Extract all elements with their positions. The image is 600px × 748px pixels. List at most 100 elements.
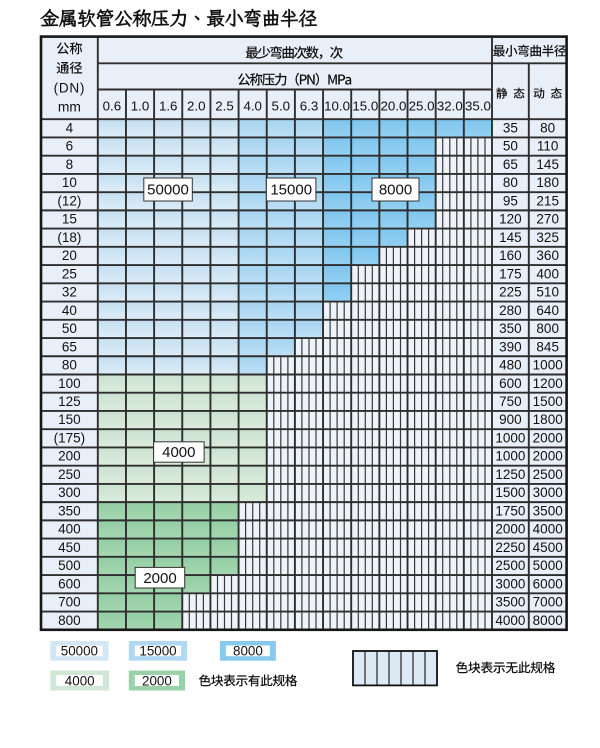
svg-text:400: 400 (58, 522, 81, 537)
svg-text:2000: 2000 (533, 449, 563, 464)
svg-text:mm: mm (58, 100, 81, 115)
svg-text:500: 500 (58, 558, 81, 573)
svg-text:3500: 3500 (533, 503, 563, 518)
svg-text:280: 280 (499, 303, 522, 318)
svg-text:5000: 5000 (533, 558, 563, 573)
svg-text:2250: 2250 (495, 540, 525, 555)
svg-text:2000: 2000 (495, 522, 525, 537)
svg-text:3000: 3000 (533, 485, 563, 500)
svg-text:175: 175 (499, 266, 522, 281)
svg-text:510: 510 (536, 285, 559, 300)
svg-text:(18): (18) (57, 230, 81, 245)
svg-text:600: 600 (58, 576, 81, 591)
svg-text:80: 80 (540, 121, 555, 136)
svg-text:(12): (12) (57, 193, 81, 208)
svg-text:270: 270 (536, 212, 559, 227)
svg-text:180: 180 (536, 175, 559, 190)
svg-text:25.0: 25.0 (409, 99, 435, 114)
svg-text:4.0: 4.0 (243, 99, 262, 114)
svg-text:1500: 1500 (533, 394, 563, 409)
svg-text:250: 250 (58, 467, 81, 482)
svg-text:(175): (175) (54, 431, 86, 446)
svg-text:50: 50 (62, 321, 77, 336)
svg-text:35: 35 (503, 121, 518, 136)
svg-text:2000: 2000 (142, 673, 172, 688)
svg-text:1000: 1000 (533, 358, 563, 373)
svg-text:50000: 50000 (147, 182, 189, 199)
svg-text:225: 225 (499, 285, 522, 300)
svg-text:4500: 4500 (533, 540, 563, 555)
svg-text:150: 150 (58, 412, 81, 427)
svg-text:125: 125 (58, 394, 81, 409)
svg-text:145: 145 (536, 157, 559, 172)
svg-text:390: 390 (499, 339, 522, 354)
svg-text:80: 80 (503, 175, 518, 190)
svg-text:400: 400 (536, 266, 559, 281)
svg-text:2000: 2000 (143, 570, 176, 587)
svg-text:40: 40 (62, 303, 77, 318)
svg-text:2.5: 2.5 (215, 99, 234, 114)
svg-text:6: 6 (66, 139, 74, 154)
svg-text:350: 350 (58, 503, 81, 518)
svg-text:750: 750 (499, 394, 522, 409)
svg-text:6.3: 6.3 (300, 99, 319, 114)
svg-text:10: 10 (62, 175, 77, 190)
svg-text:15000: 15000 (270, 182, 312, 199)
svg-text:1500: 1500 (495, 485, 525, 500)
svg-text:65: 65 (62, 339, 77, 354)
svg-text:450: 450 (58, 540, 81, 555)
svg-text:480: 480 (499, 358, 522, 373)
svg-text:900: 900 (499, 412, 522, 427)
svg-text:2.0: 2.0 (187, 99, 206, 114)
svg-text:350: 350 (499, 321, 522, 336)
svg-text:20: 20 (62, 248, 77, 263)
svg-text:7000: 7000 (533, 595, 563, 610)
svg-text:35.0: 35.0 (465, 99, 491, 114)
svg-text:4000: 4000 (533, 522, 563, 537)
svg-text:20.0: 20.0 (380, 99, 406, 114)
svg-text:2000: 2000 (533, 431, 563, 446)
svg-text:1.6: 1.6 (159, 99, 178, 114)
svg-text:360: 360 (536, 248, 559, 263)
svg-text:(DN): (DN) (54, 80, 86, 95)
svg-text:32.0: 32.0 (437, 99, 463, 114)
svg-text:800: 800 (536, 321, 559, 336)
svg-text:800: 800 (58, 613, 81, 628)
svg-text:300: 300 (58, 485, 81, 500)
svg-text:50: 50 (503, 139, 518, 154)
svg-text:32: 32 (62, 285, 77, 300)
svg-text:120: 120 (499, 212, 522, 227)
svg-text:4000: 4000 (65, 673, 95, 688)
svg-text:3000: 3000 (495, 576, 525, 591)
svg-text:4000: 4000 (162, 444, 195, 461)
svg-text:6000: 6000 (533, 576, 563, 591)
svg-text:4: 4 (66, 121, 74, 136)
svg-text:215: 215 (536, 193, 559, 208)
svg-text:700: 700 (58, 595, 81, 610)
svg-text:1.0: 1.0 (131, 99, 150, 114)
svg-text:25: 25 (62, 266, 77, 281)
svg-text:50000: 50000 (61, 644, 98, 659)
svg-text:1250: 1250 (495, 467, 525, 482)
svg-text:95: 95 (503, 193, 518, 208)
svg-text:160: 160 (499, 248, 522, 263)
svg-text:110: 110 (537, 139, 559, 154)
svg-text:1200: 1200 (533, 376, 563, 391)
svg-text:200: 200 (58, 449, 81, 464)
svg-text:845: 845 (536, 339, 559, 354)
svg-text:600: 600 (499, 376, 522, 391)
svg-text:2500: 2500 (495, 558, 525, 573)
svg-text:0.6: 0.6 (103, 99, 122, 114)
svg-text:100: 100 (58, 376, 81, 391)
svg-text:2500: 2500 (533, 467, 563, 482)
svg-text:15: 15 (62, 212, 77, 227)
svg-text:8000: 8000 (233, 644, 263, 659)
svg-text:8000: 8000 (379, 182, 412, 199)
svg-text:80: 80 (62, 358, 77, 373)
svg-text:8000: 8000 (533, 613, 563, 628)
svg-text:640: 640 (536, 303, 559, 318)
svg-text:10.0: 10.0 (324, 99, 350, 114)
svg-text:1000: 1000 (495, 431, 525, 446)
svg-text:1750: 1750 (495, 503, 525, 518)
svg-text:4000: 4000 (495, 613, 525, 628)
